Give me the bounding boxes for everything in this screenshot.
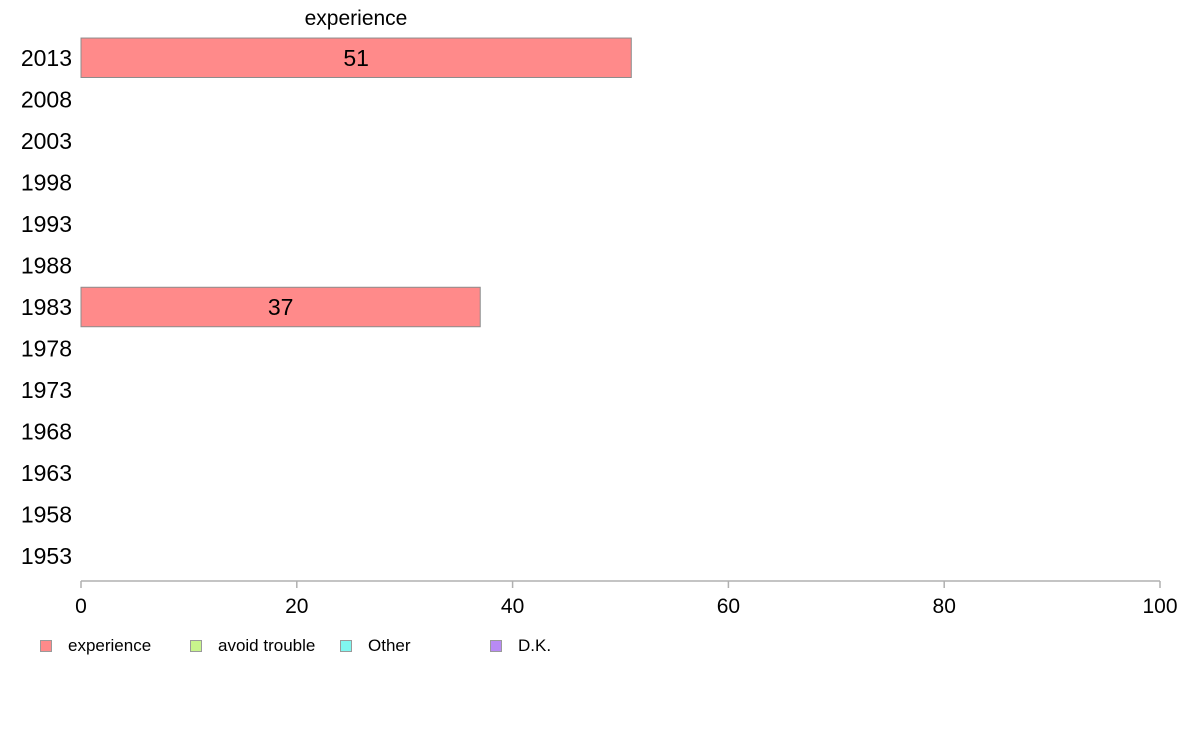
y-axis-labels: 2013 2008 2003 1998 1993 1988 1983 1978 1973 1968… bbox=[21, 45, 72, 569]
y-tick-label-1968: 1968 bbox=[21, 419, 72, 445]
y-tick-label-1978: 1978 bbox=[21, 336, 72, 362]
legend-label-experience: experience bbox=[68, 636, 152, 655]
y-tick-label-1963: 1963 bbox=[21, 460, 72, 486]
y-tick-label-1993: 1993 bbox=[21, 211, 72, 237]
y-tick-label-2003: 2003 bbox=[21, 128, 72, 154]
y-tick-label-1988: 1988 bbox=[21, 252, 72, 278]
y-tick-label-2008: 2008 bbox=[21, 86, 72, 112]
legend-label-dk: D.K. bbox=[518, 636, 552, 655]
legend-swatch-experience bbox=[40, 640, 52, 652]
x-tick-label-60: 60 bbox=[717, 595, 740, 618]
x-tick-label-80: 80 bbox=[933, 595, 956, 618]
x-axis: 0 20 40 60 80 100 bbox=[75, 580, 1178, 618]
y-tick-label-1998: 1998 bbox=[21, 169, 72, 195]
data-label-experience-1983: 37 bbox=[268, 294, 294, 320]
x-tick-label-100: 100 bbox=[1142, 595, 1177, 618]
bar-experience-1983 bbox=[80, 286, 481, 328]
legend-label-other: Other bbox=[368, 636, 411, 655]
legend: experience avoid trouble Other D.K. bbox=[0, 636, 1188, 656]
legend-item-experience: experience bbox=[40, 636, 151, 656]
bars-group: 51 37 bbox=[80, 37, 632, 328]
legend-swatch-dk bbox=[490, 640, 502, 652]
x-tick-label-0: 0 bbox=[75, 595, 87, 618]
y-tick-label-1973: 1973 bbox=[21, 377, 72, 403]
chart-title: experience bbox=[305, 7, 408, 30]
legend-label-avoid-trouble: avoid trouble bbox=[218, 636, 316, 655]
y-tick-label-1953: 1953 bbox=[21, 543, 72, 569]
legend-item-avoid-trouble: avoid trouble bbox=[190, 636, 315, 656]
y-tick-label-2013: 2013 bbox=[21, 45, 72, 71]
legend-item-other: Other bbox=[340, 636, 411, 656]
legend-swatch-avoid-trouble bbox=[190, 640, 202, 652]
data-label-experience-2013: 51 bbox=[343, 45, 369, 71]
x-tick-label-40: 40 bbox=[501, 595, 524, 618]
y-tick-label-1958: 1958 bbox=[21, 502, 72, 528]
y-tick-label-1983: 1983 bbox=[21, 294, 72, 320]
bar-experience-2013 bbox=[80, 37, 632, 78]
x-tick-label-20: 20 bbox=[285, 595, 308, 618]
legend-item-dk: D.K. bbox=[490, 636, 551, 656]
legend-swatch-other bbox=[340, 640, 352, 652]
